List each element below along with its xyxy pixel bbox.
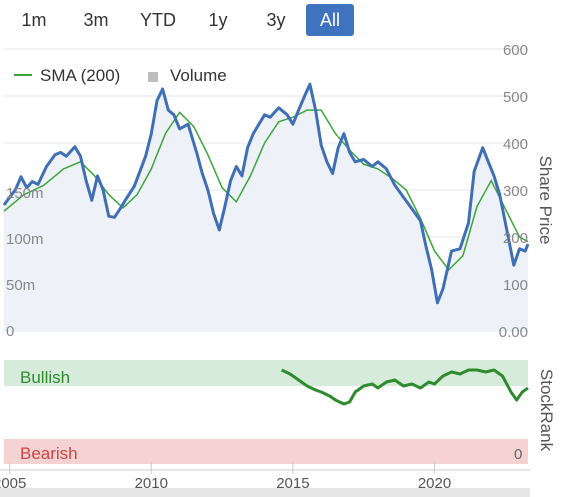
x-tick-label: 2010	[135, 475, 168, 492]
chart-legend: SMA (200) Volume	[14, 66, 227, 85]
volume-legend-swatch	[148, 72, 158, 82]
range-button-1y[interactable]: 1y	[208, 10, 228, 30]
price-tick-label: 0.00	[499, 324, 528, 341]
volume-tick-label: 100m	[6, 231, 44, 248]
price-tick-label: 200	[503, 230, 528, 247]
stockrank-zero-tick: 0	[514, 446, 522, 463]
sma-legend-label: SMA (200)	[40, 66, 120, 85]
volume-tick-label: 50m	[6, 277, 35, 294]
range-button-3y[interactable]: 3y	[266, 10, 286, 30]
volume-legend-label: Volume	[170, 66, 227, 85]
price-area	[4, 84, 528, 331]
x-axis-ticks: 2005 2010 2015 2020	[0, 462, 451, 492]
price-tick-label: 600	[503, 42, 528, 59]
price-axis-ticks: 600 500 400 300 200 100 0.00	[499, 42, 528, 341]
stockrank-line	[280, 368, 529, 406]
volume-tick-label: 150m	[6, 185, 44, 202]
range-button-all[interactable]: All	[306, 4, 354, 36]
bearish-zone	[4, 439, 528, 464]
price-axis-title: Share Price	[536, 156, 555, 245]
volume-axis-ticks: 150m 100m 50m 0	[6, 185, 44, 340]
stockrank-axis-title: StockRank	[537, 369, 556, 452]
navigator-track[interactable]	[0, 488, 530, 497]
range-button-ytd[interactable]: YTD	[140, 10, 176, 30]
bullish-zone	[4, 360, 528, 386]
x-tick-label: 2015	[276, 475, 309, 492]
price-tick-label: 300	[503, 183, 528, 200]
range-button-1m[interactable]: 1m	[21, 10, 47, 30]
bullish-label: Bullish	[20, 368, 70, 387]
x-tick-label: 2005	[0, 475, 26, 492]
price-line	[2, 82, 530, 305]
price-tick-label: 500	[503, 89, 528, 106]
bearish-label: Bearish	[20, 444, 78, 463]
price-tick-label: 100	[503, 277, 528, 294]
x-tick-label: 2020	[418, 475, 451, 492]
range-button-3m[interactable]: 3m	[83, 10, 109, 30]
price-tick-label: 400	[503, 136, 528, 153]
volume-tick-label: 0	[6, 323, 14, 340]
